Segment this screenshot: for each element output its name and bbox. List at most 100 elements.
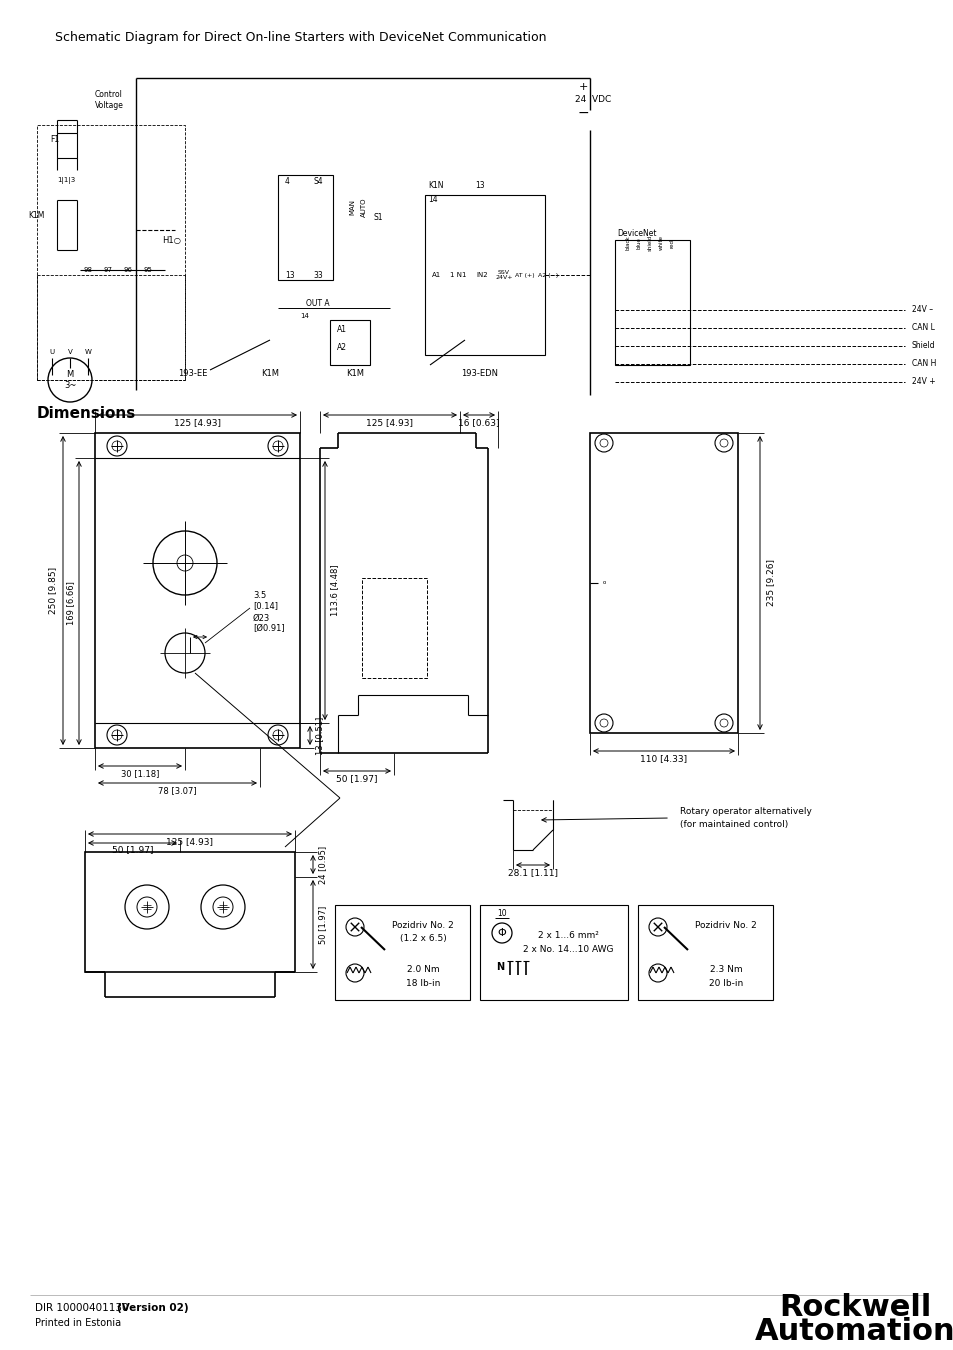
Text: 1 N1: 1 N1 xyxy=(449,271,466,278)
Text: 2.3 Nm: 2.3 Nm xyxy=(709,965,741,975)
Text: 13: 13 xyxy=(285,270,294,279)
Text: 110 [4.33]: 110 [4.33] xyxy=(639,755,687,764)
Text: 13 [0.51]: 13 [0.51] xyxy=(315,717,324,755)
Text: 24 [0.95]: 24 [0.95] xyxy=(318,845,327,883)
Bar xyxy=(589,433,738,733)
Bar xyxy=(479,904,627,1000)
Bar xyxy=(95,433,299,748)
Text: 14: 14 xyxy=(428,196,437,204)
Text: 113.6 [4.48]: 113.6 [4.48] xyxy=(330,564,339,617)
Text: F1: F1 xyxy=(50,135,59,144)
Text: 1|1|3: 1|1|3 xyxy=(57,177,75,184)
Text: 169 [6.66]: 169 [6.66] xyxy=(67,580,75,625)
Text: 50 [1.97]: 50 [1.97] xyxy=(335,775,377,783)
Text: OUT A: OUT A xyxy=(306,298,330,308)
Text: Pozidriv No. 2: Pozidriv No. 2 xyxy=(392,921,454,930)
Text: A2 (−): A2 (−) xyxy=(537,273,558,278)
Text: white: white xyxy=(658,235,662,251)
Text: 78 [3.07]: 78 [3.07] xyxy=(158,787,196,795)
Text: o: o xyxy=(601,580,605,586)
Text: 50 [1.97]: 50 [1.97] xyxy=(112,845,153,855)
Text: K1N: K1N xyxy=(428,181,443,189)
Text: black: black xyxy=(625,236,630,250)
Text: Φ: Φ xyxy=(497,927,506,938)
Text: K1M: K1M xyxy=(28,211,45,220)
Text: 16 [0.63]: 16 [0.63] xyxy=(457,418,499,428)
Text: Dimensions: Dimensions xyxy=(37,405,136,420)
Text: N: N xyxy=(496,963,503,972)
Text: Rockwell: Rockwell xyxy=(778,1293,930,1323)
Text: −: − xyxy=(577,107,588,120)
Text: V: V xyxy=(68,350,72,355)
Text: 4: 4 xyxy=(285,177,290,186)
Text: [Ø0.91]: [Ø0.91] xyxy=(253,625,284,633)
Text: CAN L: CAN L xyxy=(911,324,934,332)
Text: DeviceNet: DeviceNet xyxy=(617,228,656,238)
Text: 33: 33 xyxy=(313,270,322,279)
Text: +: + xyxy=(578,82,587,92)
Text: Automation: Automation xyxy=(754,1318,953,1346)
Text: MAN: MAN xyxy=(349,198,355,215)
Text: 3.5: 3.5 xyxy=(253,590,266,599)
Text: blue: blue xyxy=(636,238,640,248)
Bar xyxy=(37,126,185,379)
Text: 13: 13 xyxy=(475,181,484,189)
Text: [0.14]: [0.14] xyxy=(253,602,277,610)
Text: SSV
24V+: SSV 24V+ xyxy=(495,270,512,281)
Text: 50 [1.97]: 50 [1.97] xyxy=(318,906,327,944)
Text: S4: S4 xyxy=(313,177,322,186)
Text: U: U xyxy=(50,350,54,355)
Text: 24  VDC: 24 VDC xyxy=(575,96,611,104)
Text: M
3~: M 3~ xyxy=(64,370,76,390)
Text: 18 lb-in: 18 lb-in xyxy=(405,979,439,987)
Text: 193-EDN: 193-EDN xyxy=(461,369,498,378)
Text: 97: 97 xyxy=(103,267,112,273)
Text: 95: 95 xyxy=(143,267,152,273)
Text: H1○: H1○ xyxy=(162,235,181,244)
Text: Shield: Shield xyxy=(911,342,935,351)
Bar xyxy=(330,320,370,364)
Text: 20 lb-in: 20 lb-in xyxy=(708,979,742,987)
Bar xyxy=(361,578,427,678)
Text: AT (+): AT (+) xyxy=(515,273,535,278)
Text: DIR 10000401130: DIR 10000401130 xyxy=(35,1303,132,1314)
Text: K1M: K1M xyxy=(261,369,278,378)
Bar xyxy=(615,240,689,364)
Text: (Version 02): (Version 02) xyxy=(117,1303,189,1314)
Text: 125 [4.93]: 125 [4.93] xyxy=(167,837,213,846)
Bar xyxy=(57,134,77,158)
Text: 24V +: 24V + xyxy=(911,378,935,386)
Text: Rotary operator alternatively: Rotary operator alternatively xyxy=(679,807,811,817)
Text: 2.0 Nm: 2.0 Nm xyxy=(406,965,438,975)
Text: 2 x 1...6 mm²: 2 x 1...6 mm² xyxy=(537,930,598,940)
Bar xyxy=(277,176,333,279)
Text: CAN H: CAN H xyxy=(911,359,936,369)
Text: 30 [1.18]: 30 [1.18] xyxy=(121,769,159,779)
Text: 28.1 [1.11]: 28.1 [1.11] xyxy=(507,868,558,878)
Text: W: W xyxy=(85,350,91,355)
Bar xyxy=(335,904,470,1000)
Text: Pozidriv No. 2: Pozidriv No. 2 xyxy=(695,921,756,930)
Text: 96: 96 xyxy=(123,267,132,273)
Text: A2: A2 xyxy=(336,343,347,352)
Text: (1.2 x 6.5): (1.2 x 6.5) xyxy=(399,933,446,942)
Text: shield: shield xyxy=(647,235,652,251)
Text: AUTO: AUTO xyxy=(360,197,367,217)
Text: 125 [4.93]: 125 [4.93] xyxy=(366,418,413,428)
Text: Control
Voltage: Control Voltage xyxy=(94,90,123,109)
Text: 125 [4.93]: 125 [4.93] xyxy=(173,418,221,428)
Text: red: red xyxy=(669,239,674,247)
Text: Ø23: Ø23 xyxy=(253,613,270,622)
Text: S1: S1 xyxy=(373,213,382,223)
Text: A1: A1 xyxy=(432,271,441,278)
Text: A1: A1 xyxy=(336,324,347,333)
Text: 235 [9.26]: 235 [9.26] xyxy=(765,559,775,606)
Text: 2 x No. 14...10 AWG: 2 x No. 14...10 AWG xyxy=(522,945,613,954)
Text: 10: 10 xyxy=(497,909,506,918)
Text: K1M: K1M xyxy=(346,369,364,378)
Text: IN2: IN2 xyxy=(476,271,487,278)
Text: 193-EE: 193-EE xyxy=(178,369,208,378)
Text: (for maintained control): (for maintained control) xyxy=(679,821,787,829)
Bar xyxy=(424,194,544,355)
Text: 24V –: 24V – xyxy=(911,305,932,315)
